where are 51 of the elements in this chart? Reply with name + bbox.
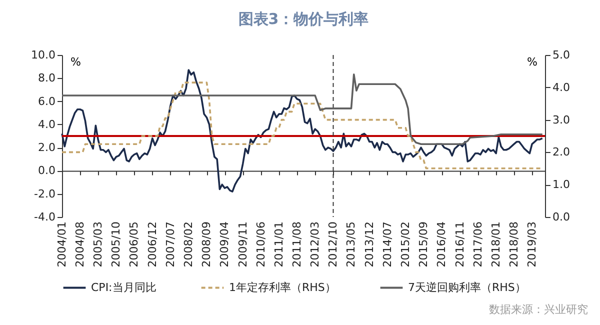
y-tick-label: 10.0 xyxy=(31,48,56,62)
x-tick-label: 2016/04 xyxy=(435,222,448,268)
y2-tick-label: 4.0 xyxy=(552,80,570,94)
x-tick-label: 2009/04 xyxy=(218,222,232,268)
x-tick-label: 2006/12 xyxy=(146,222,159,268)
y-tick-label: 8.0 xyxy=(38,72,56,85)
x-tick-label: 2009/11 xyxy=(236,222,250,268)
legend-label: CPI:当月同比 xyxy=(91,280,156,294)
line-series xyxy=(61,69,544,192)
x-tick-label: 2017/06 xyxy=(471,222,484,268)
x-tick-label: 2008/09 xyxy=(200,222,214,268)
x-tick-label: 2019/03 xyxy=(526,222,539,268)
chart-title: 图表3：物价与利率 xyxy=(238,10,369,28)
y2-tick-label: 0.0 xyxy=(552,210,570,224)
line-series xyxy=(61,82,544,170)
x-tick-label: 2016/11 xyxy=(453,222,466,268)
x-tick-label: 2014/07 xyxy=(380,222,394,268)
x-tick-label: 2008/02 xyxy=(182,222,196,268)
source-note: 数据来源：兴业研究 xyxy=(489,302,588,317)
x-tick-label: 2015/09 xyxy=(417,222,430,268)
y2-tick-label: 5.0 xyxy=(552,48,570,62)
x-tick-label: 2011/08 xyxy=(290,222,304,268)
x-tick-label: 2005/03 xyxy=(92,222,105,268)
x-tick-label: 2004/01 xyxy=(56,222,68,268)
y-tick-label: 2.0 xyxy=(38,141,56,154)
x-tick-label: 2010/06 xyxy=(254,222,268,268)
x-tick-label: 2018/01 xyxy=(490,222,503,268)
x-tick-label: 2015/02 xyxy=(399,222,412,268)
y-tick-label: 0.0 xyxy=(38,164,56,178)
x-tick-label: 2006/05 xyxy=(128,222,141,268)
y-tick-label: -4.0 xyxy=(34,210,56,224)
x-tick-label: 2013/12 xyxy=(362,222,376,268)
legend-label: 7天逆回购利率（RHS） xyxy=(408,280,526,294)
x-tick-label: 2011/01 xyxy=(272,222,286,268)
y2-tick-label: 1.0 xyxy=(552,178,570,192)
y-tick-label: -2.0 xyxy=(34,187,56,200)
x-tick-label: 2012/03 xyxy=(308,222,322,268)
x-tick-label: 2007/07 xyxy=(164,222,177,268)
y-tick-label: 4.0 xyxy=(38,118,56,131)
y2-tick-label: 3.0 xyxy=(552,113,570,126)
y-axis-title: % xyxy=(70,56,81,68)
x-tick-label: 2012/10 xyxy=(326,222,340,268)
x-tick-label: 2005/10 xyxy=(110,222,123,268)
y2-axis-title: % xyxy=(527,56,538,68)
x-tick-label: 2018/08 xyxy=(508,222,521,268)
y2-tick-label: 2.0 xyxy=(552,146,570,159)
y-tick-label: 6.0 xyxy=(38,94,56,108)
line-series xyxy=(61,74,544,145)
x-tick-label: 2013/05 xyxy=(344,222,358,268)
x-tick-label: 2004/08 xyxy=(74,222,87,268)
legend-label: 1年定存利率（RHS） xyxy=(229,280,336,294)
